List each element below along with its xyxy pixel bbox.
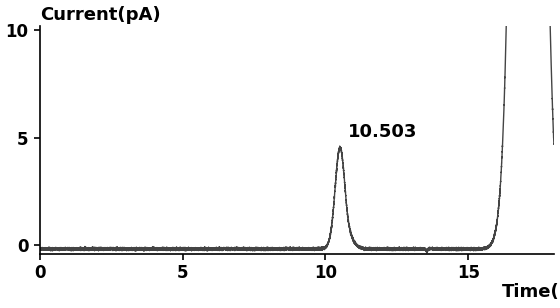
Text: 10.503: 10.503 xyxy=(348,123,418,141)
Text: Current(pA): Current(pA) xyxy=(40,6,160,24)
X-axis label: Time(min): Time(min) xyxy=(502,283,560,301)
